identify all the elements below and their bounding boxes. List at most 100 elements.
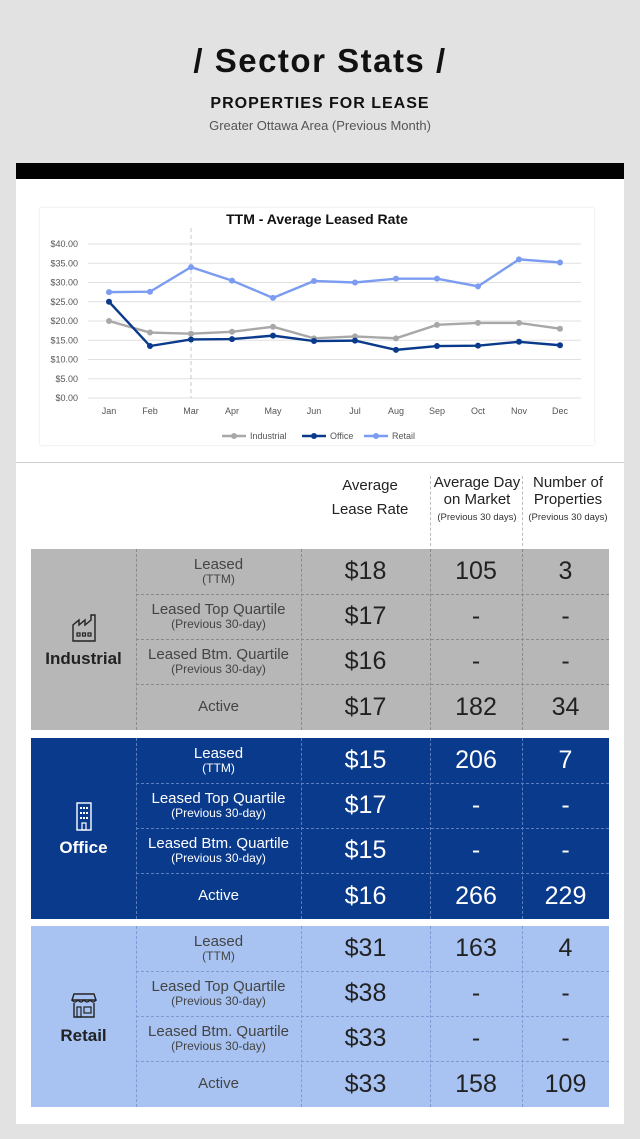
y-tick-label: $0.00 [55, 393, 78, 403]
table-row: Leased (TTM) $31 163 4 [136, 926, 609, 971]
data-point-retail [106, 289, 112, 296]
data-point-office [147, 343, 153, 350]
legend-label: Retail [392, 431, 415, 441]
property-count-value: - [561, 1024, 570, 1052]
y-tick-label: $5.00 [55, 374, 78, 384]
lease-rate-value: $33 [344, 1024, 387, 1052]
sector-label: Retail [31, 926, 136, 1107]
row-label: Active [198, 887, 239, 904]
data-point-retail [434, 275, 440, 282]
property-count-value: 3 [558, 557, 573, 585]
header-average-lease-rate: Average Lease Rate [331, 477, 409, 518]
row-label: Leased (TTM) [193, 556, 244, 586]
legend-label: Industrial [250, 431, 287, 441]
lease-rate-value: $17 [344, 692, 387, 721]
sector-office: Office Leased (TTM) $15 206 7 Leased Top … [31, 738, 609, 919]
x-tick-label: Dec [552, 406, 569, 416]
x-tick-label: Aug [388, 406, 404, 416]
legend-marker [373, 433, 379, 439]
y-tick-label: $20.00 [50, 316, 78, 326]
data-point-office [311, 338, 317, 345]
x-tick-label: Apr [225, 406, 239, 416]
table-row: Leased Top Quartile (Previous 30-day) $17… [136, 594, 609, 639]
data-point-industrial [229, 328, 235, 335]
x-tick-label: Jul [349, 406, 361, 416]
chart-title: TTM - Average Leased Rate [226, 211, 408, 227]
page-title: / Sector Stats / [193, 42, 447, 79]
data-point-office [393, 346, 399, 353]
y-tick-label: $40.00 [50, 239, 78, 249]
x-tick-label: Oct [471, 406, 486, 416]
table-row: Leased Btm. Quartile (Previous 30-day) $1… [136, 828, 609, 873]
header-divider [522, 476, 523, 546]
table-row: Active $33 158 109 [136, 1061, 609, 1107]
lease-rate-value: $18 [344, 557, 387, 585]
data-point-industrial [188, 330, 194, 337]
days-on-market-value: 163 [455, 934, 497, 962]
table-row: Leased Top Quartile (Previous 30-day) $38… [136, 971, 609, 1016]
table-row: Leased Top Quartile (Previous 30-day) $17… [136, 783, 609, 828]
y-tick-label: $35.00 [50, 258, 78, 268]
days-on-market-value: 158 [455, 1069, 497, 1098]
property-count-value: - [561, 979, 570, 1007]
page-subtitle: PROPERTIES FOR LEASE [210, 95, 430, 112]
lease-rate-value: $17 [344, 791, 387, 819]
row-divider [136, 594, 609, 595]
lease-rate-value: $16 [344, 647, 387, 675]
days-on-market-value: - [471, 791, 481, 819]
days-on-market-value: - [471, 979, 481, 1007]
days-on-market-value: - [471, 1024, 481, 1052]
property-count-value: 4 [558, 934, 573, 962]
property-count-value: 34 [551, 692, 580, 721]
data-point-retail [557, 259, 563, 266]
data-point-office [188, 336, 194, 343]
data-point-industrial [270, 323, 276, 330]
data-point-office [475, 342, 481, 349]
sector-retail: Retail Leased (TTM) $31 163 4 Leased Top … [31, 926, 609, 1107]
row-label: Leased Btm. Quartile (Previous 30-day) [148, 646, 289, 676]
chart-svg: TTM - Average Leased Rate $0.00 $5.00 $10.0… [50, 211, 581, 441]
data-point-retail [270, 294, 276, 301]
x-tick-label: Feb [142, 406, 158, 416]
series-line-office [108, 300, 561, 352]
data-point-office [229, 336, 235, 343]
data-point-industrial [516, 319, 522, 326]
data-point-industrial [147, 329, 153, 336]
lease-rate-value: $31 [344, 934, 387, 962]
row-label: Active [198, 1075, 239, 1092]
x-tick-label: Mar [183, 406, 199, 416]
row-divider [136, 783, 609, 784]
row-divider [136, 873, 609, 874]
property-count-value: - [561, 791, 570, 819]
sector-name: Office [59, 837, 108, 857]
data-point-industrial [393, 335, 399, 342]
row-divider [136, 1061, 609, 1062]
days-on-market-value: - [471, 602, 481, 630]
sector-name: Industrial [45, 648, 122, 668]
days-on-market-value: 105 [455, 557, 497, 585]
y-tick-label: $30.00 [50, 278, 78, 288]
data-point-office [557, 342, 563, 349]
row-label: Leased Btm. Quartile (Previous 30-day) [148, 1023, 289, 1053]
data-point-retail [516, 256, 522, 263]
x-tick-label: Jun [307, 406, 322, 416]
office-building-icon [75, 801, 92, 831]
row-label: Leased Top Quartile (Previous 30-day) [151, 601, 286, 631]
data-point-industrial [352, 333, 358, 340]
data-point-retail [147, 288, 153, 295]
lease-rate-value: $33 [344, 1069, 387, 1098]
header-bar [16, 163, 624, 179]
data-point-industrial [434, 321, 440, 328]
sector-industrial: Industrial Leased (TTM) $18 105 3 Leased … [31, 549, 609, 730]
sector-label: Industrial [31, 549, 136, 730]
data-point-retail [352, 279, 358, 286]
row-divider [136, 684, 609, 685]
factory-icon [71, 613, 96, 642]
data-point-retail [475, 283, 481, 290]
property-count-value: 109 [544, 1069, 587, 1098]
lease-rate-value: $17 [344, 602, 387, 630]
property-count-value: 7 [558, 746, 573, 774]
table-row: Active $16 266 229 [136, 873, 609, 919]
legend-marker [311, 433, 317, 439]
series-line-retail [108, 258, 561, 300]
